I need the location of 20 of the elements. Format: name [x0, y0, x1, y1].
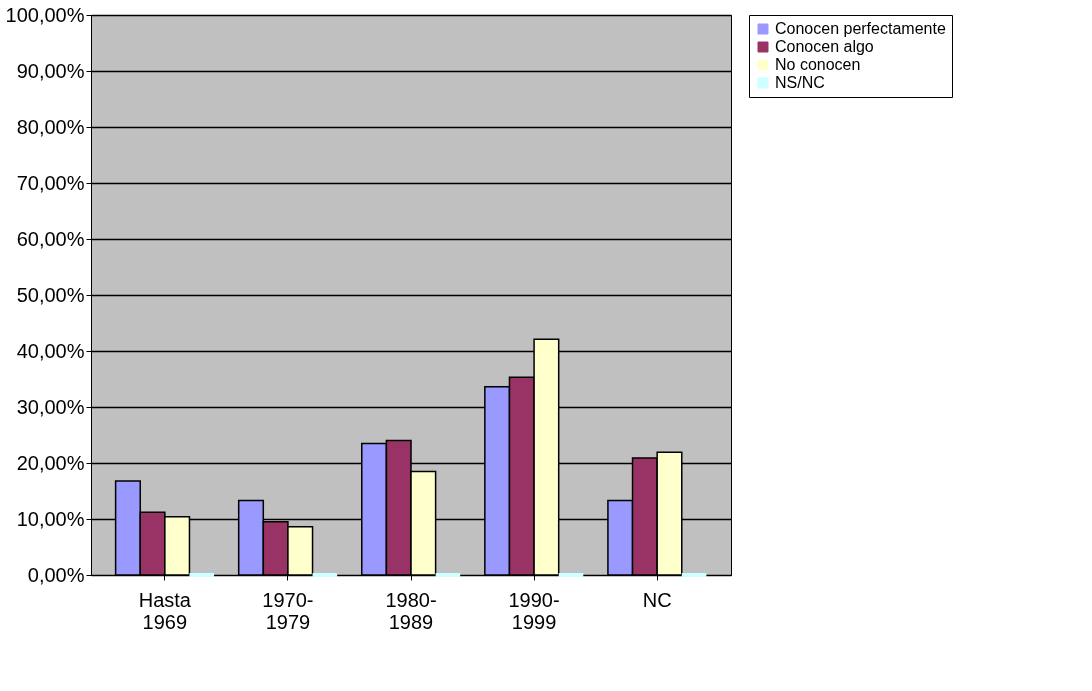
legend-label: Conocen perfectamente: [775, 20, 946, 37]
x-tick-label: Hasta 1969: [138, 588, 192, 633]
y-tick-label: 70,00%: [16, 171, 85, 194]
y-tick-label: 30,00%: [16, 395, 85, 418]
y-tick-label: 50,00%: [16, 283, 85, 306]
y-tick-label: 100,00%: [5, 3, 85, 26]
x-tick-label: 1970-1979: [262, 588, 314, 633]
x-tick-label: 1990-1999: [508, 588, 560, 633]
y-tick-label: 0,00%: [27, 563, 85, 586]
legend-label: No conocen: [775, 56, 861, 73]
y-tick-label: 80,00%: [16, 115, 85, 138]
y-tick-label: 20,00%: [16, 451, 85, 474]
y-tick-label: 60,00%: [16, 227, 85, 250]
x-tick-label: NC: [642, 588, 672, 611]
x-tick-label: 1980-1989: [385, 588, 437, 633]
y-tick-label: 90,00%: [16, 59, 85, 82]
y-tick-label: 10,00%: [16, 507, 85, 530]
legend-label: NS/NC: [775, 74, 825, 91]
y-tick-label: 40,00%: [16, 339, 85, 362]
legend-label: Conocen algo: [775, 38, 874, 55]
